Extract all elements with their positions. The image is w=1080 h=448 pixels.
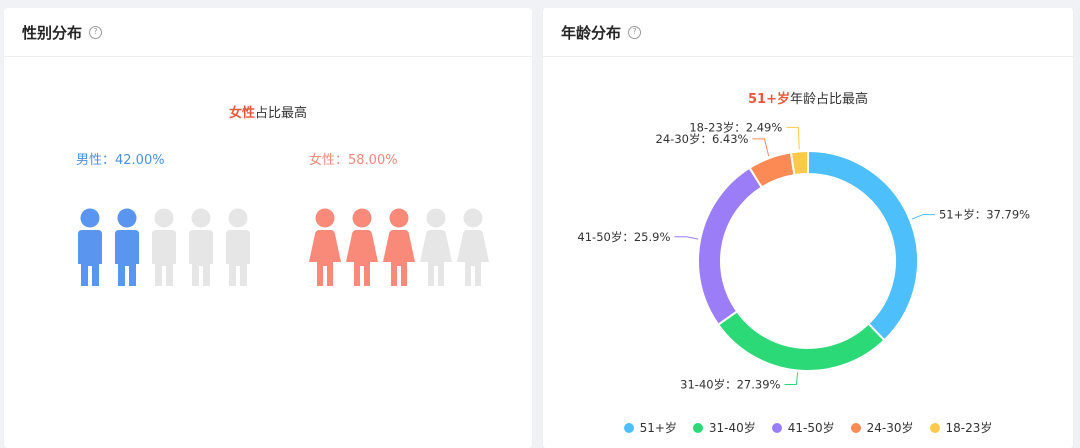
legend-dot-icon	[771, 422, 782, 433]
gender-headline-rest: 占比最高	[255, 106, 308, 121]
male-person-icon	[186, 208, 216, 292]
legend-dot-icon	[929, 422, 940, 433]
donut-leader-line	[784, 372, 799, 385]
male-ratio-label: 男性：42.00%	[76, 153, 165, 168]
question-circle-icon[interactable]: ?	[628, 25, 642, 39]
age-headline-rest: 年龄占比最高	[789, 92, 868, 107]
female-person-icon	[345, 208, 379, 292]
age-headline-highlight: 51+岁	[748, 92, 790, 107]
female-person-icon	[382, 208, 416, 292]
female-person-icon	[456, 208, 490, 292]
donut-leader-line	[752, 138, 770, 157]
age-card-header: 年龄分布 ?	[543, 8, 1073, 57]
donut-leader-line	[674, 236, 699, 240]
donut-slice[interactable]	[716, 309, 886, 372]
gender-card-title: 性别分布	[22, 23, 83, 42]
legend-label: 51+岁	[639, 421, 677, 435]
age-distribution-card: 年龄分布 ? 51+岁年龄占比最高 51+岁：37.79% 31-40岁：27.3…	[543, 8, 1073, 448]
legend-label: 24-30岁	[866, 421, 914, 435]
donut-data-label: 31-40岁：27.39%	[680, 377, 780, 391]
legend-item[interactable]: 18-23岁	[929, 419, 993, 436]
donut-data-label: 41-50岁：25.9%	[577, 230, 670, 244]
female-person-icon	[308, 208, 342, 292]
legend-dot-icon	[623, 422, 634, 433]
male-person-icon	[149, 208, 179, 292]
legend-item[interactable]: 41-50岁	[771, 419, 835, 436]
female-ratio-label: 女性：58.00%	[309, 153, 398, 168]
male-person-icon	[223, 208, 253, 292]
donut-slice[interactable]	[697, 166, 764, 327]
donut-slice[interactable]	[807, 149, 919, 342]
legend-dot-icon	[692, 422, 703, 433]
donut-leader-line	[786, 126, 800, 150]
male-person-icon	[75, 208, 105, 292]
legend-item[interactable]: 24-30岁	[850, 419, 914, 436]
age-donut-chart: 51+岁：37.79% 31-40岁：27.39% 41-50岁：25.9% 24-3…	[577, 120, 1030, 391]
legend-label: 41-50岁	[787, 421, 835, 435]
donut-data-label: 24-30岁：6.43%	[656, 132, 749, 146]
donut-leader-line	[911, 214, 935, 220]
gender-card-header: 性别分布 ?	[4, 8, 532, 57]
gender-distribution-card: 性别分布 ? 女性占比最高 男性：42.00% 女性：58.00%	[4, 8, 532, 448]
age-card-title: 年龄分布	[561, 23, 622, 42]
donut-slice[interactable]	[789, 149, 809, 177]
gender-headline: 女性占比最高	[4, 102, 532, 121]
legend-label: 31-40岁	[708, 421, 756, 435]
legend-item[interactable]: 31-40岁	[692, 419, 756, 436]
age-headline: 51+岁年龄占比最高	[543, 88, 1073, 107]
gender-headline-highlight: 女性	[228, 106, 255, 121]
age-legend: 51+岁 31-40岁 41-50岁 24-30岁 18-23岁	[543, 419, 1073, 436]
male-person-icon	[112, 208, 142, 292]
legend-item[interactable]: 51+岁	[623, 419, 677, 436]
legend-label: 18-23岁	[945, 421, 993, 435]
donut-data-label: 51+岁：37.79%	[939, 208, 1030, 222]
question-circle-icon[interactable]: ?	[89, 25, 103, 39]
female-person-icon	[419, 208, 453, 292]
donut-data-label: 18-23岁：2.49%	[689, 120, 782, 134]
legend-dot-icon	[850, 422, 861, 433]
